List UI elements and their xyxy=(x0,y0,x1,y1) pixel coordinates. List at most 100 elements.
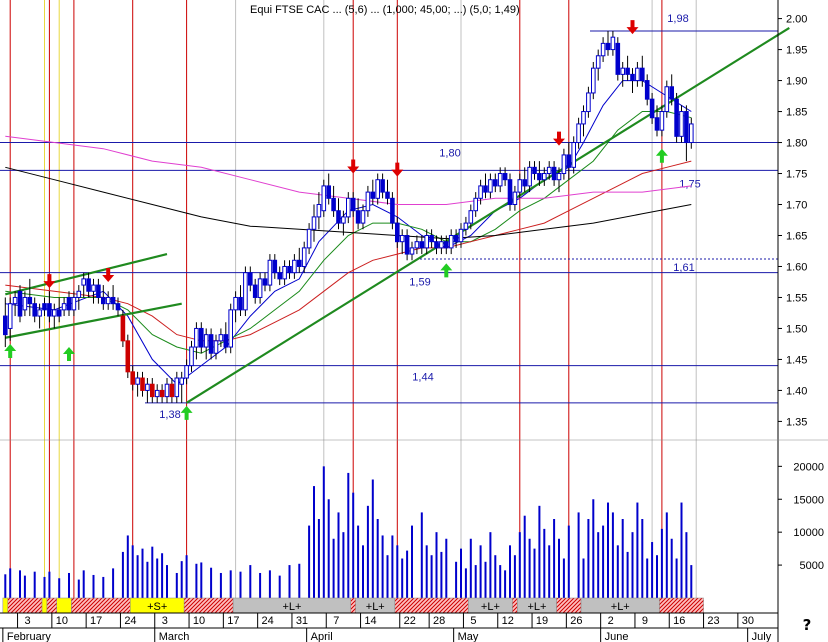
day-tick-label: 24 xyxy=(262,615,274,627)
black-moving-average xyxy=(5,166,692,240)
candle xyxy=(507,173,513,211)
volume-bar xyxy=(509,545,511,598)
volume-bar xyxy=(690,565,693,598)
volume-bar xyxy=(646,558,649,598)
candle xyxy=(620,61,626,87)
candle xyxy=(150,378,155,403)
candle xyxy=(96,278,101,304)
candle xyxy=(12,291,18,317)
day-tick-label: 31 xyxy=(296,615,308,627)
candle xyxy=(169,378,175,403)
candle xyxy=(277,266,282,286)
volume-bar xyxy=(92,574,95,598)
signal-band-label: +S+ xyxy=(147,601,167,613)
candle xyxy=(238,285,243,317)
candle-body xyxy=(238,296,243,311)
volume-bar xyxy=(259,572,262,598)
volume-bar xyxy=(102,576,105,598)
candle-body xyxy=(7,303,13,329)
candle-body xyxy=(267,259,273,286)
candle xyxy=(61,297,67,317)
candle xyxy=(159,384,165,403)
candle-body xyxy=(497,173,503,187)
volume-bar xyxy=(121,551,124,598)
price-tick-label: 1.85 xyxy=(786,107,807,119)
candle-body xyxy=(532,166,537,175)
day-tick-label: 2 xyxy=(608,615,614,627)
volume-bar xyxy=(268,570,271,598)
candle-body xyxy=(679,111,684,137)
candle-body xyxy=(664,86,670,113)
candle xyxy=(135,371,140,397)
candle-body xyxy=(243,272,248,311)
candle-body xyxy=(287,265,292,274)
volume-bar xyxy=(381,535,384,598)
candle-body xyxy=(355,210,361,224)
volume-bar xyxy=(4,574,7,598)
price-tick-label: 1.90 xyxy=(786,76,807,88)
month-label: March xyxy=(159,631,190,642)
buy-arrow-up-icon xyxy=(440,263,453,278)
price-tick-label: 1.45 xyxy=(786,354,807,366)
price-level-lines: 1,98 1,80 1,75 1,61 1,59 1,44 1,38 xyxy=(0,13,778,421)
volume-bar xyxy=(489,532,492,598)
candle-body xyxy=(404,234,410,255)
candle xyxy=(556,167,562,193)
candle-body xyxy=(517,179,523,193)
volume-bar xyxy=(533,548,536,598)
candle xyxy=(164,378,170,403)
level-label: 1,38 xyxy=(159,409,180,421)
candle-body xyxy=(571,142,577,168)
candle-body xyxy=(375,179,380,199)
candle-body xyxy=(101,296,106,305)
volume-bar xyxy=(435,532,438,598)
candle-body xyxy=(561,154,567,175)
candle xyxy=(414,235,420,255)
candle-body xyxy=(409,247,415,255)
candle xyxy=(468,204,474,230)
candle xyxy=(52,303,57,329)
candle xyxy=(76,285,82,310)
candle-body xyxy=(208,334,214,354)
candle xyxy=(434,235,439,255)
candle-body xyxy=(591,67,596,94)
candle-body xyxy=(527,166,532,187)
candle xyxy=(120,309,126,348)
day-tick-label: 17 xyxy=(227,615,239,627)
help-question-icon[interactable]: ? xyxy=(802,616,812,634)
day-tick-label: 14 xyxy=(364,615,376,627)
candle-body xyxy=(17,290,23,317)
candle xyxy=(654,105,660,137)
candle-body xyxy=(22,296,28,311)
trend-line xyxy=(5,302,182,339)
candle-body xyxy=(96,284,101,298)
candle xyxy=(478,179,483,205)
candle-body xyxy=(458,228,464,243)
candle-body xyxy=(674,98,679,137)
volume-bar xyxy=(680,502,683,598)
candle-body xyxy=(301,247,307,267)
candle xyxy=(409,241,415,261)
candle xyxy=(91,278,96,304)
day-tick-label: 22 xyxy=(404,615,416,627)
signal-band-segment xyxy=(512,597,518,614)
sell-arrow-down-icon xyxy=(553,131,565,146)
candle-body xyxy=(336,210,341,224)
price-axis: 2.00 1.95 1.90 1.85 1.80 1.75 1.70 1.65 1.60 1.55… xyxy=(778,14,807,428)
buy-arrow-up-icon xyxy=(655,148,668,163)
candle-body xyxy=(522,179,528,187)
candle-body xyxy=(316,204,322,218)
candle-body xyxy=(164,383,170,398)
volume-bar xyxy=(112,568,115,598)
volume-tick-label: 5000 xyxy=(800,560,824,572)
candle-body xyxy=(644,80,650,100)
candle xyxy=(679,105,684,143)
candle-body xyxy=(649,98,655,119)
volume-bar xyxy=(136,555,139,598)
candle-body xyxy=(189,346,194,367)
volume-bar xyxy=(210,567,213,598)
signal-band: +S+ +L+ +L+ +L+ +L+ +L+ xyxy=(2,597,704,614)
volume-bar xyxy=(499,565,502,598)
candle xyxy=(390,192,395,230)
